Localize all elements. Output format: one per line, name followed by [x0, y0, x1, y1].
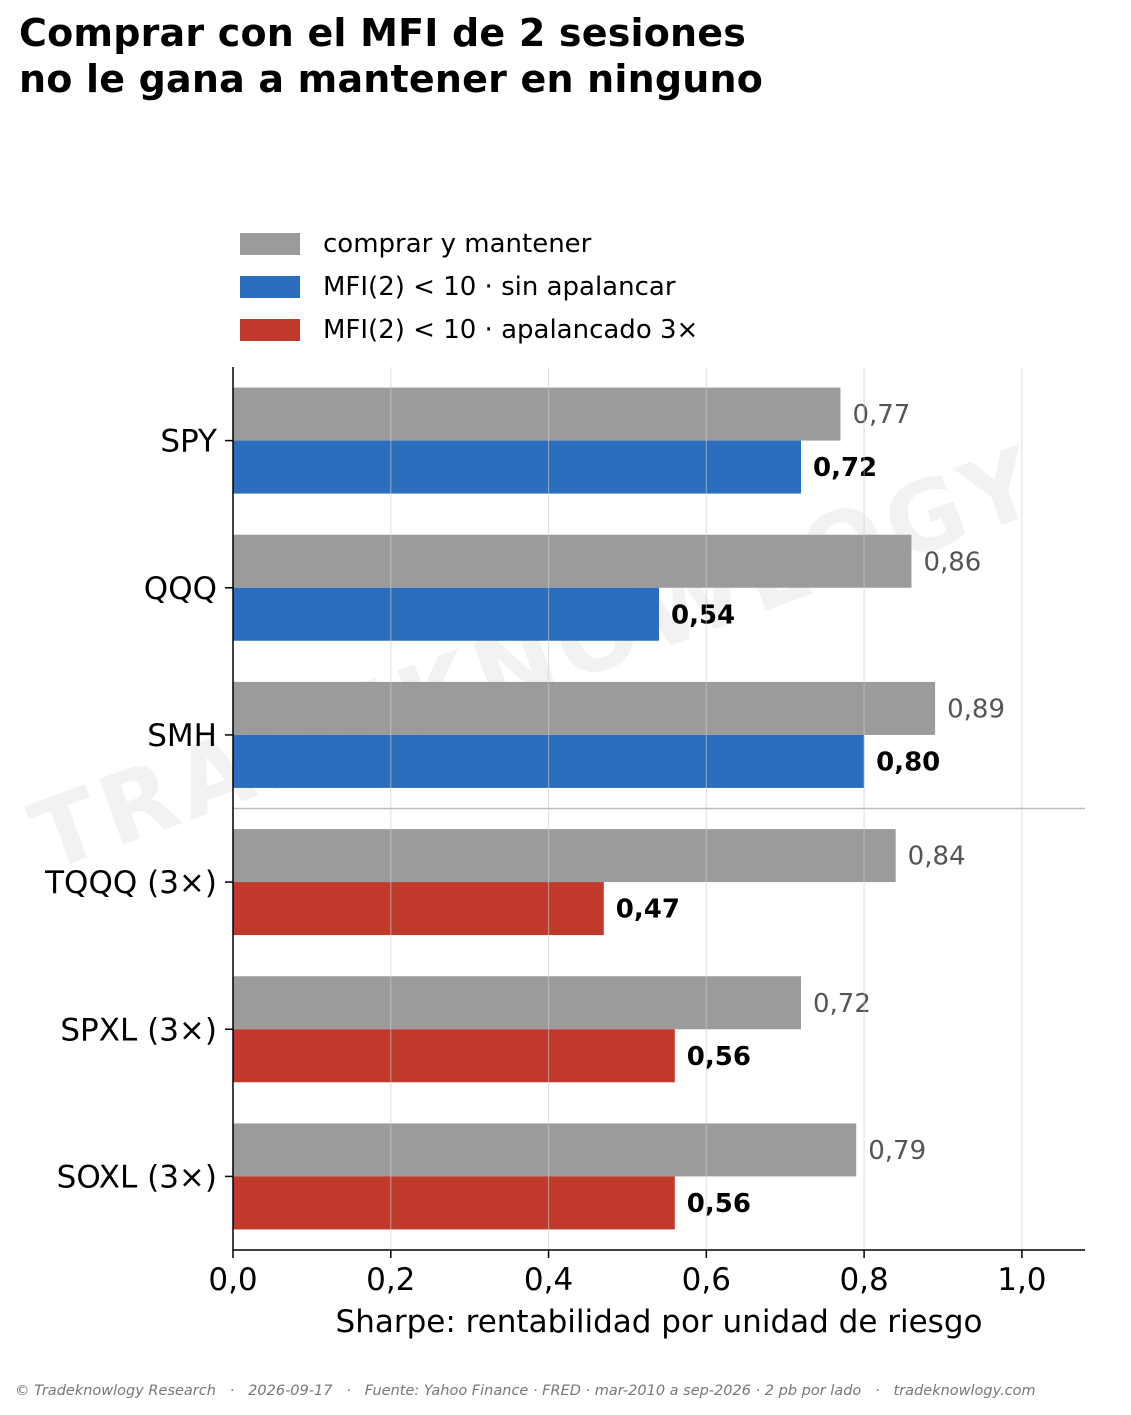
data-label-mfi-3: 0,47 — [616, 895, 680, 925]
bar-buy-hold-4 — [233, 976, 801, 1030]
bar-buy-hold-2 — [233, 681, 936, 735]
x-tick-label-4: 0,8 — [839, 1262, 888, 1298]
legend-item-buy-hold: comprar y mantener — [240, 222, 698, 265]
y-tick-label-5: SOXL (3×) — [57, 1159, 217, 1195]
data-label-buy-hold-3: 0,84 — [908, 842, 966, 872]
data-label-mfi-5: 0,56 — [687, 1189, 751, 1219]
legend-swatch-buy-hold — [240, 232, 300, 255]
legend-item-mfi-unlevered: MFI(2) < 10 · sin apalancar — [240, 265, 698, 308]
data-label-mfi-2: 0,80 — [876, 747, 940, 777]
bar-buy-hold-3 — [233, 829, 896, 883]
data-label-buy-hold-0: 0,77 — [852, 400, 910, 430]
legend-swatch-mfi-unlevered — [240, 275, 300, 298]
legend-swatch-mfi-levered — [240, 318, 300, 341]
bar-mfi-0 — [233, 440, 801, 494]
bar-buy-hold-5 — [233, 1123, 857, 1177]
watermark: TRADEKNOWLOGY — [17, 424, 1056, 893]
chart-title-line-2: no le gana a mantener en ninguno — [19, 57, 764, 101]
legend-item-mfi-levered: MFI(2) < 10 · apalancado 3× — [240, 308, 698, 351]
chart-title: Comprar con el MFI de 2 sesiones no le g… — [19, 10, 763, 102]
x-tick-label-3: 0,6 — [682, 1262, 731, 1298]
data-label-mfi-0: 0,72 — [813, 453, 877, 483]
legend-label-buy-hold: comprar y mantener — [323, 228, 592, 259]
x-tick-label-5: 1,0 — [997, 1262, 1046, 1298]
bar-mfi-5 — [233, 1176, 675, 1230]
bar-buy-hold-0 — [233, 387, 841, 441]
y-tick-label-3: TQQQ (3×) — [44, 865, 217, 901]
data-label-buy-hold-5: 0,79 — [868, 1136, 926, 1166]
y-tick-label-1: QQQ — [144, 571, 217, 607]
chart-title-line-1: Comprar con el MFI de 2 sesiones — [19, 11, 747, 55]
footer-credits: © Tradeknowlogy Research · 2026-09-17 · … — [15, 1383, 1036, 1399]
x-tick-label-0: 0,0 — [208, 1262, 257, 1298]
bar-mfi-4 — [233, 1029, 675, 1083]
data-label-buy-hold-4: 0,72 — [813, 989, 871, 1019]
x-axis-title: Sharpe: rentabilidad por unidad de riesg… — [336, 1304, 983, 1340]
data-label-buy-hold-2: 0,89 — [947, 694, 1005, 724]
bar-mfi-3 — [233, 882, 604, 936]
x-tick-label-1: 0,2 — [366, 1262, 415, 1298]
y-tick-label-2: SMH — [147, 718, 217, 754]
bar-mfi-1 — [233, 587, 659, 641]
bar-buy-hold-1 — [233, 534, 912, 588]
data-label-mfi-1: 0,54 — [671, 600, 735, 630]
legend-label-mfi-levered: MFI(2) < 10 · apalancado 3× — [323, 314, 699, 345]
x-tick-label-2: 0,4 — [524, 1262, 573, 1298]
data-label-mfi-4: 0,56 — [687, 1042, 751, 1072]
data-label-buy-hold-1: 0,86 — [923, 547, 981, 577]
y-tick-label-4: SPXL (3×) — [60, 1012, 217, 1048]
y-tick-label-0: SPY — [160, 424, 217, 460]
legend-label-mfi-unlevered: MFI(2) < 10 · sin apalancar — [323, 271, 676, 302]
legend: comprar y mantener MFI(2) < 10 · sin apa… — [240, 222, 698, 351]
